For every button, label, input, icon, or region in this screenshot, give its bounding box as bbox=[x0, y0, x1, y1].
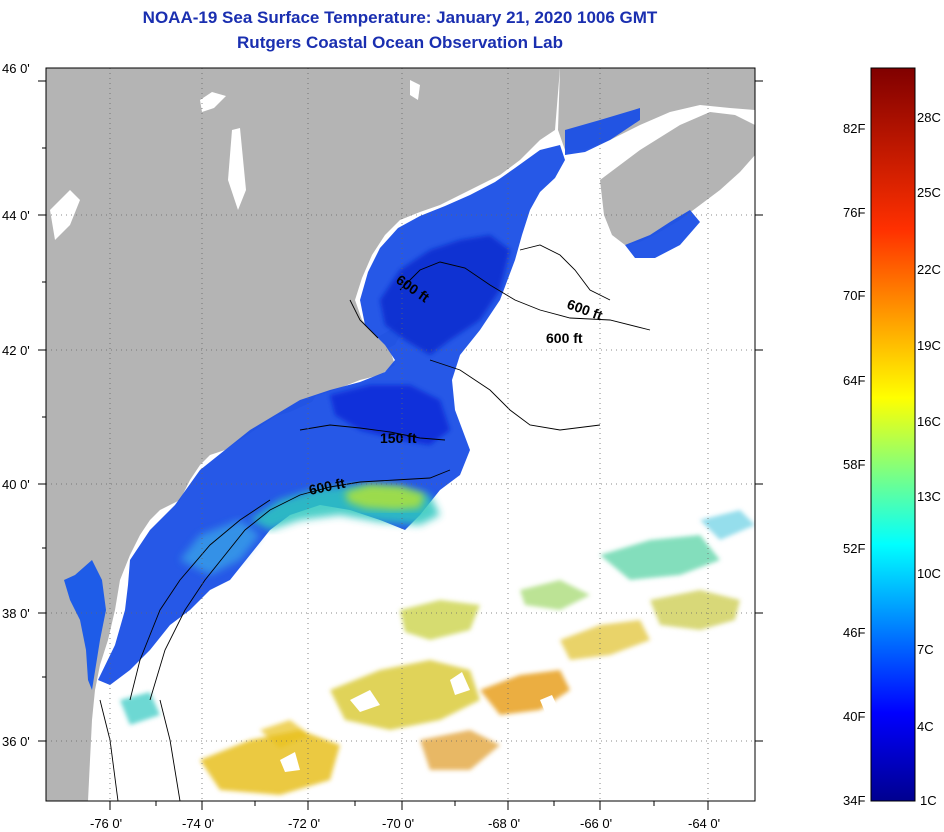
colorbar-c-label: 19C bbox=[917, 338, 941, 353]
contour-line bbox=[429, 359, 601, 431]
map-subtitle: Rutgers Coastal Ocean Observation Lab bbox=[237, 33, 563, 52]
sst-data-layer bbox=[98, 108, 755, 795]
colorbar-c-label: 1C bbox=[920, 793, 937, 808]
land-nova-scotia bbox=[600, 112, 755, 245]
lat-tick-label: 38 0' bbox=[2, 606, 30, 621]
contour-line bbox=[399, 261, 651, 331]
graticule bbox=[46, 68, 755, 801]
colorbar-c-label: 13C bbox=[917, 489, 941, 504]
contour-line bbox=[299, 424, 446, 441]
colorbar-f-label: 40F bbox=[843, 709, 865, 724]
colorbar-gradient bbox=[870, 67, 916, 802]
lat-tick-label: 40 0' bbox=[2, 477, 30, 492]
land-long-island bbox=[232, 392, 318, 426]
contour-label: 600 ft bbox=[307, 475, 346, 498]
lake bbox=[50, 190, 80, 240]
contour-label: 600 ft bbox=[546, 330, 583, 346]
colorbar-f-label: 34F bbox=[843, 793, 865, 808]
contour-line bbox=[349, 299, 379, 339]
colorbar-f-label: 46F bbox=[843, 625, 865, 640]
lake bbox=[200, 92, 226, 112]
colorbar-f-label: 76F bbox=[843, 205, 865, 220]
contour-line bbox=[159, 699, 181, 801]
scotian-shelf-cold bbox=[565, 108, 640, 155]
gulf-of-maine-cold bbox=[380, 235, 510, 355]
land-us-mainland bbox=[46, 68, 560, 801]
map-frame bbox=[45, 67, 756, 802]
colorbar-f-label: 64F bbox=[843, 373, 865, 388]
colorbar-f-label: 70F bbox=[843, 288, 865, 303]
lon-tick-label: -66 0' bbox=[580, 816, 612, 831]
lake bbox=[228, 128, 246, 210]
map-title: NOAA-19 Sea Surface Temperature: January… bbox=[142, 8, 658, 27]
lake bbox=[410, 80, 420, 100]
axis-ticks bbox=[38, 80, 763, 810]
lon-tick-label: -72 0' bbox=[288, 816, 320, 831]
contour-line bbox=[99, 699, 119, 801]
cloud-gaps bbox=[280, 592, 620, 772]
georges-bank-cold bbox=[330, 385, 450, 445]
contour-line bbox=[149, 469, 451, 701]
gulf-stream-patches bbox=[120, 510, 755, 795]
lat-tick-label: 42 0' bbox=[2, 343, 30, 358]
colorbar-c-label: 22C bbox=[917, 262, 941, 277]
lon-tick-label: -74 0' bbox=[182, 816, 214, 831]
colorbar-c-label: 16C bbox=[917, 414, 941, 429]
colorbar-c-label: 4C bbox=[917, 719, 934, 734]
shelf-cyan bbox=[180, 520, 260, 575]
chesapeake-bay bbox=[64, 560, 106, 690]
colorbar-c-label: 10C bbox=[917, 566, 941, 581]
lat-tick-label: 46 0' bbox=[2, 61, 30, 76]
contour-line bbox=[129, 499, 271, 701]
lon-tick-label: -70 0' bbox=[382, 816, 414, 831]
colorbar-c-label: 28C bbox=[917, 110, 941, 125]
lat-tick-label: 44 0' bbox=[2, 208, 30, 223]
contour-line bbox=[519, 244, 611, 301]
scotian-shelf-cold bbox=[625, 210, 700, 258]
colorbar: 82F 76F 70F 64F 58F 52F 46F 40F 34F 28C … bbox=[843, 67, 941, 808]
lat-tick-label: 36 0' bbox=[2, 734, 30, 749]
colorbar-f-label: 52F bbox=[843, 541, 865, 556]
contour-label: 150 ft bbox=[380, 430, 417, 446]
lon-tick-label: -64 0' bbox=[688, 816, 720, 831]
bathymetry-contours bbox=[99, 244, 651, 801]
shelf-edge-green bbox=[345, 484, 425, 510]
colorbar-c-label: 25C bbox=[917, 185, 941, 200]
lon-tick-label: -76 0' bbox=[90, 816, 122, 831]
lon-tick-label: -68 0' bbox=[488, 816, 520, 831]
colorbar-c-label: 7C bbox=[917, 642, 934, 657]
colorbar-f-label: 58F bbox=[843, 457, 865, 472]
colorbar-f-label: 82F bbox=[843, 121, 865, 136]
